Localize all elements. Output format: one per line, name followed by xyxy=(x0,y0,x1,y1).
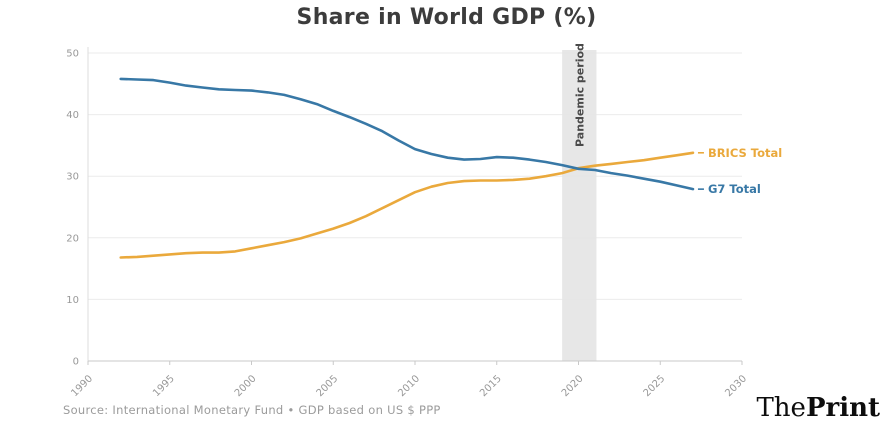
brics-total-line xyxy=(119,151,695,259)
y-tick-label-10: 10 xyxy=(66,295,79,306)
logo-suffix: Print xyxy=(805,393,880,423)
pandemic-band xyxy=(562,50,597,361)
x-tick-label-2010: 2010 xyxy=(396,373,422,398)
logo-prefix: The xyxy=(756,393,806,423)
x-tick-label-2005: 2005 xyxy=(315,373,341,398)
x-tick-label-2020: 2020 xyxy=(560,373,586,398)
y-tick-label-40: 40 xyxy=(66,110,79,121)
x-tick-label-2025: 2025 xyxy=(642,373,668,398)
y-tick-label-50: 50 xyxy=(66,49,79,60)
brics-total-label: BRICS Total xyxy=(708,146,782,160)
x-tick-label-1995: 1995 xyxy=(151,373,177,398)
theprint-logo: ThePrint xyxy=(756,394,880,423)
pandemic-band-label: Pandemic period xyxy=(573,43,586,147)
x-tick-label-2030: 2030 xyxy=(723,373,749,398)
g7-total-line xyxy=(119,77,695,191)
y-tick-label-20: 20 xyxy=(66,233,79,244)
x-tick-label-1990: 1990 xyxy=(69,373,95,398)
x-tick-label-2000: 2000 xyxy=(233,373,259,398)
y-tick-label-0: 0 xyxy=(73,357,79,368)
x-tick-label-2015: 2015 xyxy=(478,373,504,398)
g7-total-label: G7 Total xyxy=(708,182,761,196)
chart-title: Share in World GDP (%) xyxy=(296,5,597,30)
source-note: Source: International Monetary Fund • GD… xyxy=(63,403,441,417)
y-tick-label-30: 30 xyxy=(66,172,79,183)
